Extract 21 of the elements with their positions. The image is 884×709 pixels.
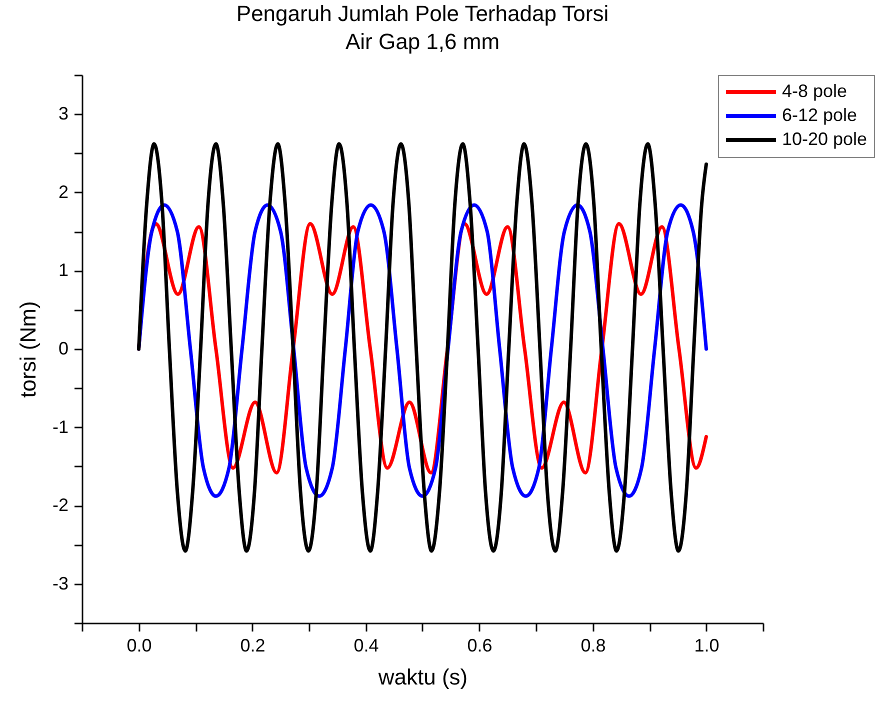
- legend-label: 10-20 pole: [782, 129, 868, 149]
- x-tick-label: 0.0: [126, 636, 152, 656]
- x-tick-label: 0.2: [240, 636, 266, 656]
- y-axis-title: torsi (Nm): [15, 301, 40, 398]
- y-tick-label: 0: [58, 338, 68, 358]
- y-tick-label: -2: [52, 495, 68, 516]
- legend-label: 4-8 pole: [782, 81, 848, 101]
- chart-title: Pengaruh Jumlah Pole Terhadap Torsi: [236, 1, 609, 26]
- x-tick-label: 0.6: [467, 636, 492, 656]
- legend-label: 6-12 pole: [782, 105, 858, 125]
- y-tick-label: -1: [52, 416, 68, 437]
- chart-subtitle: Air Gap 1,6 mm: [345, 29, 500, 54]
- x-tick-label: 0.8: [580, 636, 606, 656]
- line-series: [137, 142, 708, 553]
- y-tick-label: 1: [58, 260, 68, 280]
- y-tick-label: 2: [58, 182, 68, 202]
- x-tick-label: 0.4: [354, 636, 379, 656]
- x-axis-title: waktu (s): [377, 664, 468, 690]
- x-tick-label: 1.0: [694, 636, 720, 656]
- y-tick-label: 3: [58, 104, 68, 124]
- y-tick-label: -3: [52, 573, 68, 594]
